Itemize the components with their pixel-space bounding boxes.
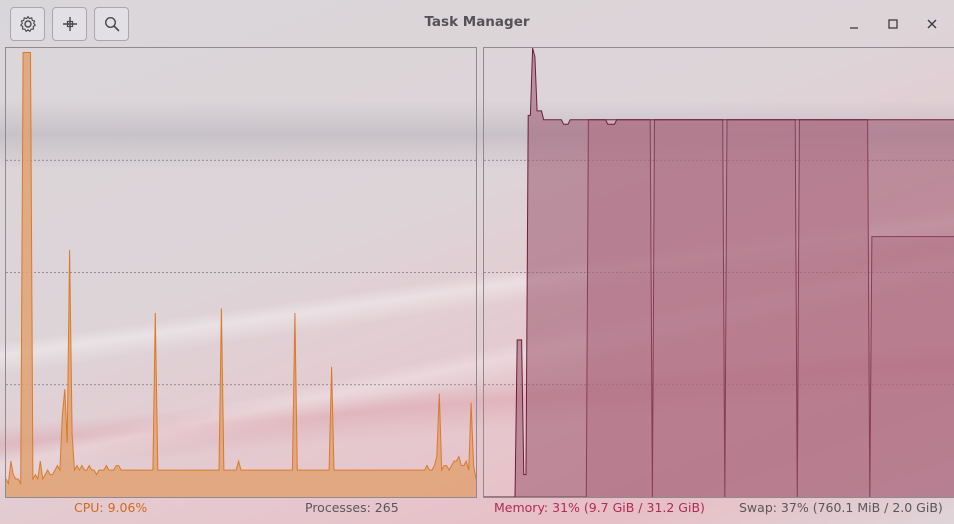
cpu-usage-label: CPU: 9.06% [74, 500, 148, 515]
minimize-button[interactable] [843, 13, 865, 35]
close-icon [927, 19, 937, 29]
window-title: Task Manager [424, 14, 530, 30]
maximize-icon [888, 19, 898, 29]
maximize-button[interactable] [882, 13, 904, 35]
gear-icon [19, 15, 36, 32]
processes-count-label: Processes: 265 [305, 500, 399, 515]
header-bar: Task Manager [0, 0, 954, 47]
swap-usage-label: Swap: 37% (760.1 MiB / 2.0 GiB) [739, 500, 943, 515]
memory-line [484, 48, 954, 497]
memory-area [484, 48, 954, 497]
add-button[interactable] [52, 7, 87, 41]
memory-chart-canvas [484, 48, 954, 497]
cpu-line [6, 52, 476, 486]
search-button[interactable] [94, 7, 129, 41]
memory-usage-label: Memory: 31% (9.7 GiB / 31.2 GiB) [494, 500, 705, 515]
memory-graph [483, 47, 954, 498]
search-icon [104, 16, 119, 32]
cpu-area [6, 52, 476, 497]
minimize-icon [850, 27, 858, 29]
close-button[interactable] [921, 13, 943, 35]
plus-icon [62, 17, 77, 31]
cpu-chart-canvas [6, 52, 476, 497]
settings-button[interactable] [10, 7, 45, 41]
cpu-graph [5, 47, 477, 498]
